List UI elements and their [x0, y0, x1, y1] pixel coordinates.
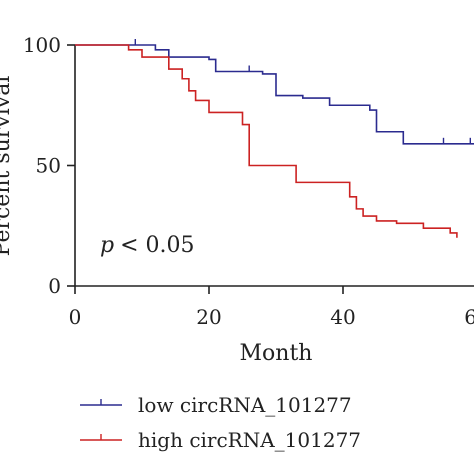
- x-axis-title: Month: [240, 341, 313, 366]
- survival-curve-high: [75, 44, 458, 238]
- legend: low circRNA_101277 high circRNA_101277: [80, 393, 361, 452]
- p-value-annotation: p < 0.05: [100, 233, 195, 258]
- survival-curve-low: [75, 44, 474, 145]
- y-tick-label: 50: [36, 154, 61, 178]
- legend-label-low: low circRNA_101277: [138, 393, 352, 417]
- y-tick-label: 100: [23, 33, 61, 57]
- x-tick-label: 20: [196, 305, 221, 329]
- x-tick-label: 40: [330, 305, 355, 329]
- legend-label-high: high circRNA_101277: [138, 428, 361, 452]
- p-value-symbol: p: [100, 233, 114, 258]
- y-tick-label: 0: [48, 274, 61, 298]
- x-tick-label: 60: [464, 305, 474, 329]
- p-value-text: < 0.05: [120, 233, 194, 258]
- y-axis-title: Percent survival: [0, 76, 15, 257]
- x-tick-label: 0: [69, 305, 82, 329]
